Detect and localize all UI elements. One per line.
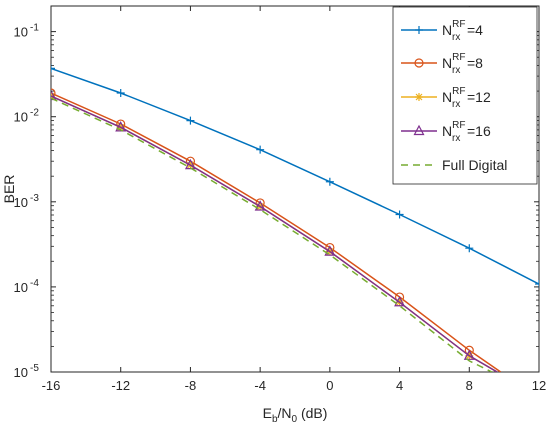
plus-marker — [51, 64, 55, 73]
data-point — [256, 145, 265, 154]
y-tick-label: 10 -4 — [14, 278, 40, 295]
data-point — [116, 88, 125, 97]
data-point — [463, 349, 475, 360]
data-point — [415, 26, 423, 34]
legend-label: NRF rx =12 — [442, 86, 491, 110]
data-point — [325, 177, 334, 186]
series-5 — [51, 97, 493, 372]
y-tick-label: 10 -1 — [14, 23, 40, 40]
series-line — [51, 95, 498, 372]
legend-entry-2: NRF rx =8 — [401, 52, 483, 76]
data-point — [51, 64, 55, 73]
series-line — [51, 97, 493, 372]
plus-marker — [116, 88, 125, 97]
triangle-marker — [254, 200, 266, 211]
x-tick-label: -4 — [254, 378, 266, 393]
axis-labels: Eb/N0 (dB) BER — [1, 175, 327, 425]
plus-marker — [186, 116, 195, 125]
series-4 — [51, 89, 498, 372]
plus-marker — [465, 244, 474, 253]
triangle-marker — [51, 89, 57, 101]
x-tick-label: -16 — [42, 378, 61, 393]
circle-marker — [51, 88, 56, 98]
plus-marker — [535, 280, 539, 289]
plus-marker — [325, 177, 334, 186]
data-point — [186, 116, 195, 125]
legend-entry-1: NRF rx =4 — [401, 19, 483, 43]
data-point — [51, 89, 57, 101]
legend-label: NRF rx =4 — [442, 19, 483, 43]
legend-label: NRF rx =8 — [442, 52, 483, 76]
data-point — [394, 295, 406, 307]
y-axis-label: BER — [1, 175, 17, 204]
x-tick-label: 12 — [532, 378, 546, 393]
series-layer — [51, 64, 539, 372]
series-line — [51, 92, 502, 372]
circle-marker — [414, 58, 424, 68]
y-tick-label: 10 -5 — [14, 363, 40, 380]
triangle-marker — [394, 295, 406, 307]
x-axis-label: Eb/N0 (dB) — [263, 405, 328, 425]
legend-entry-5: Full Digital — [401, 157, 507, 173]
x-tick-label: 4 — [396, 378, 403, 393]
x-tick-label: -12 — [111, 378, 130, 393]
legend-label: NRF rx =16 — [442, 120, 491, 144]
data-point — [115, 121, 127, 132]
data-point — [413, 124, 425, 136]
series-1 — [51, 64, 539, 289]
legend-label: Full Digital — [442, 157, 507, 173]
triangle-marker — [324, 245, 336, 256]
triangle-marker — [413, 124, 425, 136]
data-point — [254, 200, 266, 211]
data-point — [414, 58, 424, 68]
plus-marker — [415, 26, 423, 34]
x-tick-label: -8 — [185, 378, 197, 393]
series-line — [51, 67, 539, 285]
triangle-marker — [463, 349, 475, 360]
triangle-marker — [115, 121, 127, 132]
x-tick-label: 0 — [326, 378, 333, 393]
data-point — [465, 244, 474, 253]
legend: NRF rx =4 NRF rx =8 NRF rx =12 NRF rx =16 Full Digit… — [392, 6, 538, 185]
plus-marker — [395, 210, 404, 219]
y-tick-label: 10 -3 — [14, 193, 40, 210]
ticks-layer: -16 -12 -8 -4 0 4 8 12 10-5 10-4 10-3 10-2 10-1 — [14, 6, 546, 393]
y-tick-label: 10 -2 — [14, 108, 40, 125]
data-point — [535, 280, 539, 289]
data-point — [415, 93, 423, 101]
legend-entry-4: NRF rx =16 — [401, 120, 491, 144]
data-point — [324, 245, 336, 256]
data-point — [51, 88, 56, 98]
x-tick-label: 8 — [466, 378, 473, 393]
plus-marker — [256, 145, 265, 154]
legend-entry-3: NRF rx =12 — [401, 86, 491, 110]
star-marker — [415, 93, 423, 101]
data-point — [395, 210, 404, 219]
